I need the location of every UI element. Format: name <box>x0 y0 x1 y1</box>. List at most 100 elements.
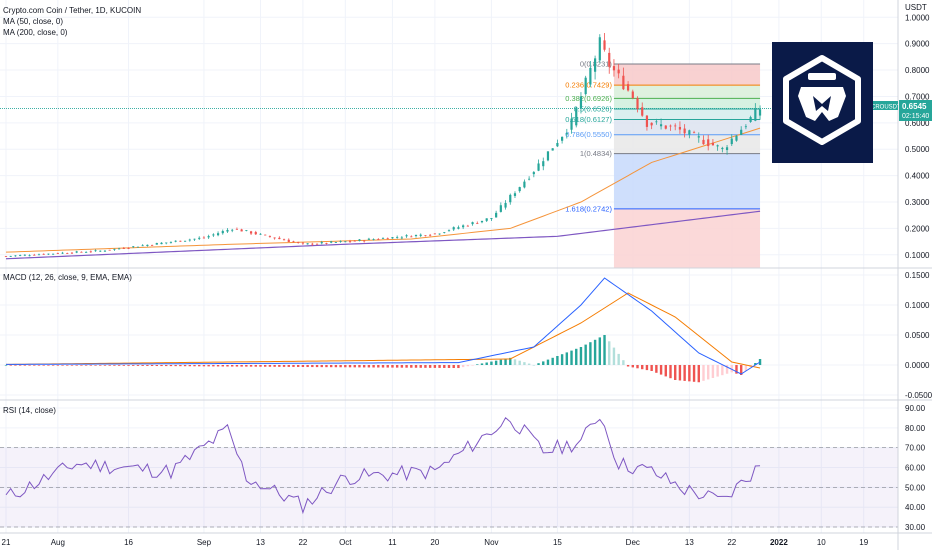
candle-body <box>325 242 328 244</box>
cro-lion-shield-icon <box>772 42 873 163</box>
candle-body <box>447 230 451 232</box>
macd-histogram-bar <box>282 365 286 367</box>
rsi-tick-label: 40.00 <box>905 503 926 512</box>
macd-histogram-bar <box>664 365 667 377</box>
chart-title[interactable]: Crypto.com Coin / Tether, 1D, KUCOIN <box>3 6 141 15</box>
candle-body <box>697 136 700 138</box>
candlesticks <box>4 33 762 258</box>
candle-body <box>249 231 253 234</box>
macd-histogram-bar <box>75 365 78 366</box>
candle-body <box>749 117 752 122</box>
macd-histogram-bar <box>155 365 159 367</box>
candle-body <box>414 234 418 236</box>
candle-body <box>245 230 248 232</box>
candle-body <box>198 237 201 239</box>
macd-histogram-bar <box>730 365 733 373</box>
candle-body <box>400 237 403 239</box>
macd-histogram-bar <box>565 352 569 365</box>
candle-body <box>37 254 41 256</box>
macd-histogram-bar <box>292 365 295 367</box>
candle-body <box>287 239 290 242</box>
candle-body <box>758 109 762 116</box>
candle-body <box>212 234 215 236</box>
symbol-tag <box>870 101 898 110</box>
macd-histogram-bar <box>249 365 253 367</box>
macd-histogram-bar <box>617 353 620 365</box>
candle-body <box>292 241 295 243</box>
macd-histogram-bar <box>400 365 404 368</box>
ma200-legend[interactable]: MA (200, close, 0) <box>3 28 68 37</box>
candle-body <box>169 241 173 243</box>
candle-body <box>725 147 729 151</box>
macd-histogram-bar <box>89 365 93 366</box>
macd-histogram-bar <box>61 365 64 366</box>
last-price-tag <box>899 100 932 121</box>
macd-histogram-bar <box>655 365 658 373</box>
macd-histogram-bar <box>395 365 399 368</box>
macd-histogram-bar <box>169 365 173 367</box>
candle-body <box>85 252 88 253</box>
macd-histogram-bar <box>14 365 17 366</box>
candle-body <box>495 212 498 218</box>
macd-histogram-bar <box>381 365 385 368</box>
macd-histogram-bar <box>296 365 300 367</box>
time-tick-label: 22 <box>727 538 736 547</box>
ma50-legend[interactable]: MA (50, close, 0) <box>3 17 63 26</box>
candle-body <box>636 98 639 109</box>
macd-histogram-bar <box>165 365 168 367</box>
macd-histogram-bar <box>476 364 479 365</box>
candle-body <box>565 133 568 135</box>
candle-body <box>528 178 531 180</box>
ma50-line <box>5 127 761 253</box>
currency-label[interactable]: USDT <box>905 3 927 12</box>
macd-histogram-bar <box>490 361 493 365</box>
candle-body <box>674 125 677 127</box>
candle-body <box>551 148 554 151</box>
candle-body <box>641 107 644 116</box>
candle-body <box>221 231 224 234</box>
candle-body <box>490 218 493 220</box>
fib-level-label: 0.786(0.5550) <box>565 130 612 139</box>
macd-histogram-bar <box>702 365 705 381</box>
time-tick-label: 20 <box>430 538 439 547</box>
rsi-legend[interactable]: RSI (14, close) <box>3 406 56 415</box>
candle-body <box>466 225 469 227</box>
macd-histogram-bar <box>179 365 182 367</box>
price-tick-label: 0.3000 <box>905 198 930 207</box>
candle-body <box>259 233 262 235</box>
macd-histogram-bar <box>245 365 248 367</box>
candle-body <box>367 238 370 240</box>
candle-body <box>664 125 667 129</box>
macd-histogram-bar <box>117 365 121 366</box>
macd-histogram-bar <box>254 365 257 367</box>
candle-body <box>622 75 625 90</box>
macd-histogram-bar <box>622 360 625 365</box>
candle-body <box>132 246 135 248</box>
fib-zone <box>613 108 761 120</box>
macd-histogram-bar <box>593 339 597 365</box>
macd-histogram-bar <box>28 365 31 366</box>
candle-body <box>122 248 125 249</box>
price-tick-label: 0.2000 <box>905 224 930 233</box>
macd-histogram-bar <box>707 365 710 380</box>
candle-body <box>339 241 342 242</box>
macd-legend[interactable]: MACD (12, 26, close, 9, EMA, EMA) <box>3 273 132 282</box>
candle-body <box>523 181 526 188</box>
candle-body <box>504 202 507 208</box>
fib-zone <box>613 153 761 209</box>
macd-histogram-bar <box>688 365 691 382</box>
macd-histogram-bar <box>273 365 276 367</box>
candle-body <box>56 253 59 254</box>
macd-histogram-bar <box>579 347 583 365</box>
candle-body <box>278 237 281 240</box>
candle-body <box>202 237 206 239</box>
candle-body <box>546 151 550 161</box>
candle-body <box>598 37 601 61</box>
macd-histogram-bar <box>221 365 224 367</box>
macd-histogram-bar <box>674 365 677 380</box>
candle-body <box>320 242 323 244</box>
ma200-line <box>5 210 761 260</box>
candle-body <box>617 69 620 74</box>
candle-body <box>410 236 413 238</box>
